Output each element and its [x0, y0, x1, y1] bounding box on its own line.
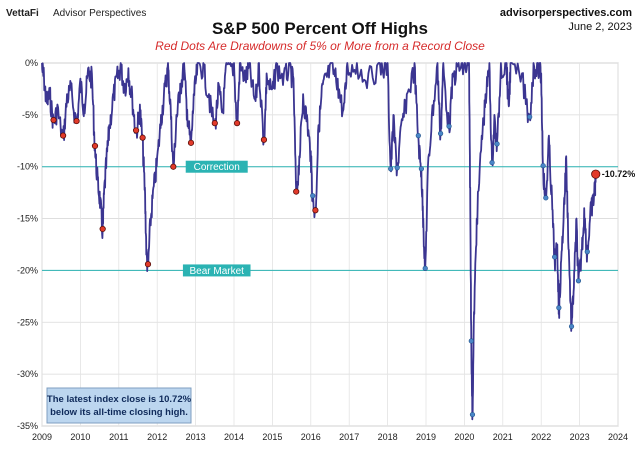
drawdown-dot-blue [446, 123, 452, 129]
latest-value-label: -10.72% [602, 169, 636, 179]
reference-lines: Correction Bear Market [42, 160, 618, 277]
drawdown-dot-blue [388, 166, 394, 172]
drawdown-dot-blue [415, 133, 421, 139]
drawdown-dot-red [99, 225, 106, 233]
drawdown-dot-blue [543, 195, 549, 201]
x-tick-label: 2022 [531, 432, 551, 442]
x-axis: 2009 2010 2011 2012 2013 2014 2015 2016 2017 2018… [32, 432, 628, 442]
chart-subtitle: Red Dots Are Drawdowns of 5% or More fro… [155, 39, 485, 53]
chart-date: June 2, 2023 [568, 21, 632, 33]
x-tick-label: 2012 [147, 432, 167, 442]
drawdown-dot-blue [556, 305, 562, 311]
x-tick-label: 2015 [262, 432, 282, 442]
x-tick-label: 2019 [416, 432, 436, 442]
x-tick-label: 2018 [378, 432, 398, 442]
drawdown-dot-blue [575, 278, 582, 284]
drawdown-dot-red [233, 120, 241, 127]
drawdown-dot-blue [468, 338, 474, 344]
x-tick-label: 2023 [570, 432, 590, 442]
drawdown-dot-blue [394, 165, 400, 171]
dots-layer: -10.72% [50, 114, 636, 418]
x-tick-label: 2021 [493, 432, 513, 442]
latest-drawdown-dot [591, 169, 601, 179]
note-box: The latest index close is 10.72% below i… [46, 387, 192, 424]
reference-label: Bear Market [189, 266, 244, 277]
logo-sub: Advisor Perspectives [53, 8, 146, 19]
drawdown-dot-blue [418, 166, 424, 172]
drawdown-dot-red [312, 207, 319, 214]
y-tick-label: -25% [17, 317, 38, 327]
y-axis: 0% -5% -10% -15% -20% -25% -30% -35% [17, 58, 38, 431]
drawdown-dot-blue [584, 249, 590, 255]
x-tick-label: 2013 [186, 432, 206, 442]
drawdown-dot-red [91, 142, 99, 150]
reference-label-bg [185, 160, 248, 173]
x-tick-label: 2020 [454, 432, 474, 442]
logo-brand: VettaFi [6, 8, 39, 19]
drawdown-dot-blue [469, 411, 476, 418]
drawdown-dot-blue [489, 159, 495, 166]
drawdown-dot-red [132, 127, 140, 134]
drawdown-dot-red [50, 116, 57, 124]
drawdown-dot-red [144, 261, 152, 268]
reference-label-bg [182, 264, 251, 277]
drawdown-dot-blue [527, 114, 533, 120]
drawdown-dot-red [293, 188, 300, 195]
drawdown-dot-red [211, 120, 218, 127]
drawdown-dot-blue [310, 193, 316, 199]
y-tick-label: -15% [17, 214, 38, 224]
note-line-2: below its all-time closing high. [50, 407, 188, 418]
drawdown-dot-red [139, 134, 146, 141]
y-tick-label: -35% [17, 421, 38, 431]
x-tick-label: 2011 [109, 432, 128, 442]
x-tick-label: 2017 [339, 432, 359, 442]
y-tick-label: 0% [25, 58, 38, 68]
x-tick-label: 2016 [301, 432, 321, 442]
chart-title: S&P 500 Percent Off Highs [212, 19, 428, 38]
y-tick-label: -30% [17, 369, 38, 379]
site-url: advisorperspectives.com [500, 7, 632, 19]
y-tick-label: -10% [17, 162, 38, 172]
drawdown-dot-blue [437, 130, 444, 137]
note-line-1: The latest index close is 10.72% [47, 394, 192, 405]
x-tick-label: 2014 [224, 432, 244, 442]
drawdown-dot-blue [422, 265, 428, 271]
drawdown-dot-blue [552, 254, 558, 260]
y-tick-label: -20% [17, 265, 38, 275]
drawdown-dot-blue [494, 141, 500, 147]
reference-label: Correction [194, 162, 240, 173]
x-tick-label: 2010 [70, 432, 90, 442]
drawdown-dot-blue [540, 163, 546, 169]
drawdown-dot-blue [568, 323, 575, 330]
drawdown-dot-red [260, 136, 268, 143]
y-tick-label: -5% [22, 110, 38, 120]
drawdown-dot-red [170, 163, 177, 170]
x-tick-label: 2009 [32, 432, 52, 442]
drawdown-dot-red [60, 132, 67, 139]
x-tick-label: 2024 [608, 432, 628, 442]
drawdown-dot-red [187, 139, 195, 146]
drawdown-dot-red [73, 117, 80, 125]
